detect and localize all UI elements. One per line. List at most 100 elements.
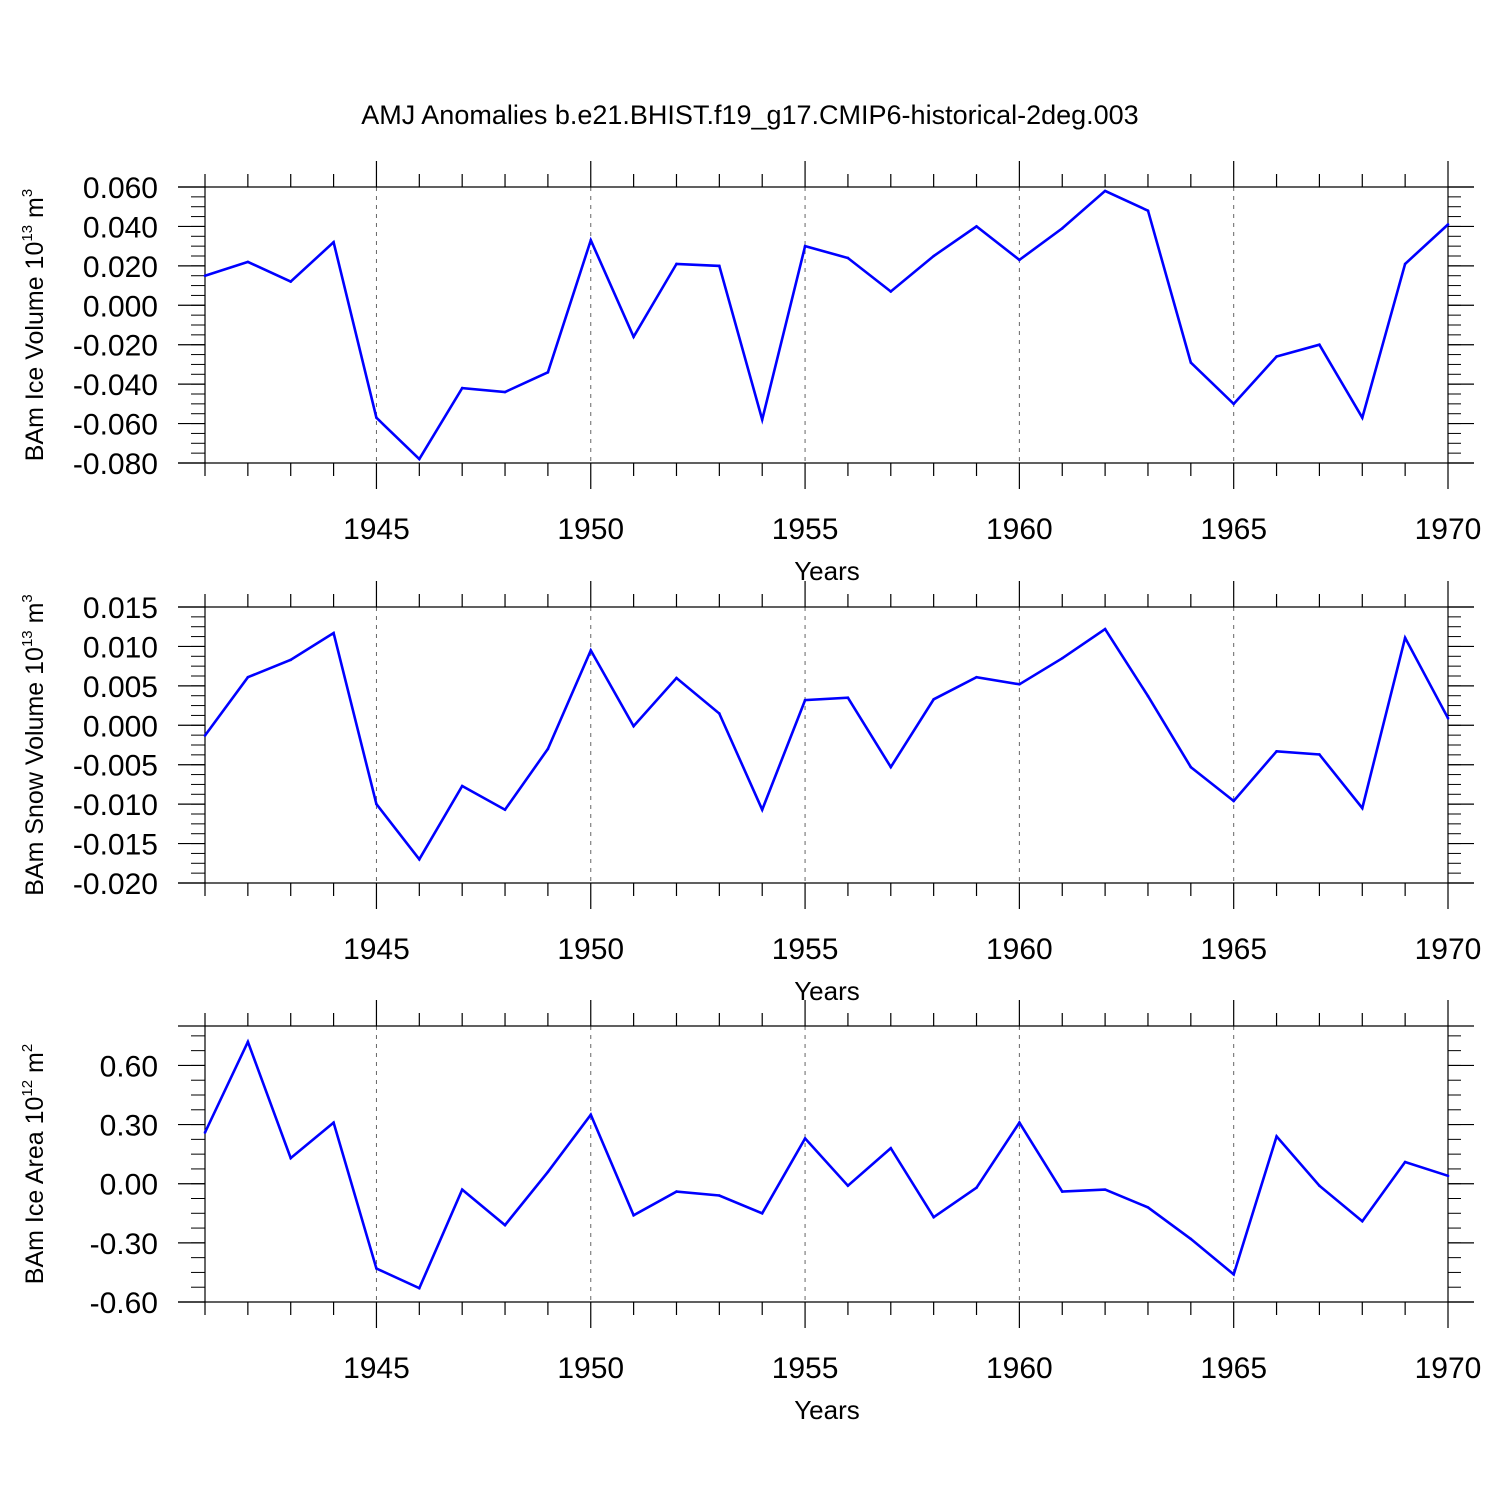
data-point <box>1275 1135 1278 1138</box>
x-tick-label: 1960 <box>986 933 1053 966</box>
data-point <box>1189 765 1193 769</box>
data-point <box>503 390 507 394</box>
data-point <box>332 240 335 244</box>
data-point <box>1446 1174 1450 1178</box>
data-point <box>332 1121 335 1124</box>
data-point <box>1018 258 1021 262</box>
y-tick-label: 0.005 <box>83 671 158 704</box>
data-point <box>932 697 935 701</box>
y-axis-label-text: BAm Ice Area 10 <box>21 1097 49 1285</box>
data-point <box>889 765 893 769</box>
data-point <box>460 386 464 390</box>
data-point <box>803 698 807 702</box>
y-axis-label-unit: m <box>21 1052 49 1080</box>
data-point <box>203 734 207 737</box>
y-tick-label: 0.00 <box>100 1169 158 1202</box>
data-point <box>1018 682 1021 686</box>
data-point <box>1146 209 1150 212</box>
x-tick-label: 1965 <box>1200 513 1267 546</box>
series-line <box>204 189 1449 462</box>
data-point <box>375 416 378 419</box>
data-point <box>460 784 464 788</box>
y-axis-label-text: BAm Ice Volume 10 <box>21 242 49 462</box>
data-point <box>803 1137 807 1140</box>
y-tick-label: 0.60 <box>100 1050 158 1083</box>
x-tick-label: 1960 <box>986 1352 1053 1385</box>
x-axis-label: Years <box>794 556 860 586</box>
x-tick-label: 1970 <box>1415 933 1482 966</box>
panel-3: 0.60 0.30 0.00 -0.30 -0.60 1945 1950 1955 1960 19… <box>19 1000 1481 1425</box>
data-point <box>503 808 507 811</box>
x-tick-label: 1945 <box>343 1352 410 1385</box>
y-axis-label-exponent: 12 <box>19 1080 36 1097</box>
data-point <box>460 1188 464 1191</box>
y-tick-label: -0.020 <box>73 868 158 901</box>
data-point <box>718 264 721 268</box>
x-tick-label: 1955 <box>772 513 839 546</box>
data-point <box>546 1170 550 1174</box>
y-axis-label-unit-exponent: 3 <box>19 594 36 602</box>
data-point <box>846 1184 850 1187</box>
y-axis-label-unit-exponent: 2 <box>19 1044 36 1052</box>
data-point <box>1403 262 1407 266</box>
data-point <box>932 1215 935 1219</box>
y-tick-label: -0.60 <box>90 1287 158 1320</box>
x-tick-label: 1945 <box>343 933 410 966</box>
data-point <box>203 274 207 278</box>
x-tick-label: 1970 <box>1415 1352 1482 1385</box>
y-axis-label-unit: m <box>21 603 49 631</box>
data-point <box>1446 716 1450 720</box>
data-point <box>1403 636 1407 640</box>
data-point <box>718 1194 721 1197</box>
data-point <box>889 1146 893 1150</box>
y-tick-label: 0.040 <box>83 211 158 244</box>
data-point <box>1318 343 1321 347</box>
y-tick-label: -0.015 <box>73 829 158 862</box>
x-tick-label: 1970 <box>1415 513 1482 546</box>
y-tick-label: -0.020 <box>73 330 158 363</box>
chart-title: AMJ Anomalies b.e21.BHIST.f19_g17.CMIP6-… <box>361 100 1138 130</box>
data-point <box>503 1223 507 1227</box>
data-point <box>418 1286 421 1290</box>
y-tick-label: 0.015 <box>83 592 158 625</box>
data-point <box>1232 402 1235 406</box>
data-point <box>418 858 421 861</box>
y-tick-label: 0.020 <box>83 251 158 284</box>
data-point <box>1189 361 1193 364</box>
panel-1: 0.060 0.040 0.020 0.000 -0.020 -0.040 -0.060 -0… <box>19 161 1481 586</box>
data-point <box>1318 1184 1321 1187</box>
data-point <box>632 335 635 339</box>
data-point <box>246 675 250 679</box>
data-point <box>760 808 764 811</box>
data-point <box>975 225 978 228</box>
x-axis-label: Years <box>794 976 860 1006</box>
data-point <box>589 238 593 242</box>
series-line <box>203 1038 1449 1290</box>
data-point <box>1275 750 1278 753</box>
data-point <box>1060 1190 1064 1193</box>
data-point <box>932 254 935 258</box>
series-line <box>203 627 1450 862</box>
y-axis-label-unit-exponent: 3 <box>19 189 36 197</box>
data-point <box>1146 1206 1150 1209</box>
data-point <box>246 1040 250 1044</box>
data-point <box>1360 806 1364 810</box>
data-point <box>846 256 850 260</box>
data-point <box>675 262 678 266</box>
x-tick-label: 1960 <box>986 513 1053 546</box>
data-point <box>589 649 593 652</box>
y-tick-label: 0.30 <box>100 1110 158 1143</box>
y-axis-label: BAm Ice Area 1012 m2 <box>19 1044 49 1284</box>
data-point <box>1146 694 1150 698</box>
y-axis-label-unit: m <box>21 197 49 225</box>
data-point <box>760 418 764 421</box>
x-tick-label: 1965 <box>1200 933 1267 966</box>
data-point <box>1189 1237 1193 1241</box>
x-tick-label: 1950 <box>557 1352 624 1385</box>
y-tick-label: 0.060 <box>83 172 158 205</box>
y-axis-label-text: BAm Snow Volume 10 <box>21 647 49 896</box>
panel-2: 0.015 0.010 0.005 0.000 -0.005 -0.010 -0.015 -0… <box>19 581 1481 1006</box>
data-point <box>375 802 378 806</box>
y-tick-label: -0.010 <box>73 789 158 822</box>
